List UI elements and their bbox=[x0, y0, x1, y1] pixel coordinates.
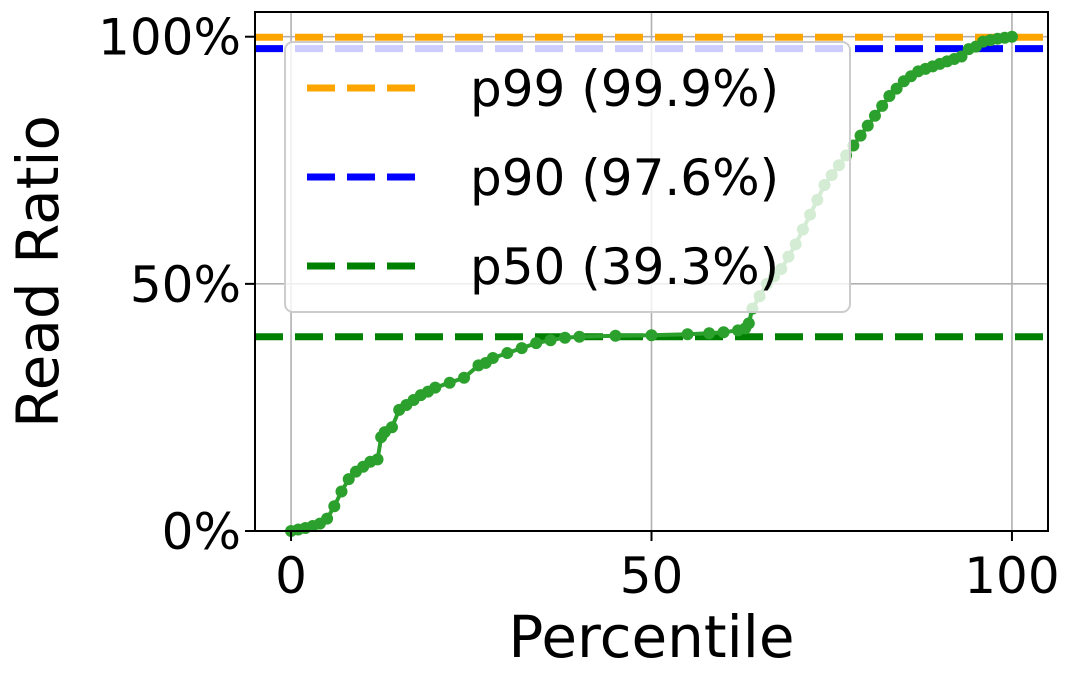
data-point bbox=[703, 327, 716, 340]
x-tick-label: 100 bbox=[964, 547, 1059, 605]
data-point bbox=[558, 331, 571, 344]
data-point bbox=[854, 129, 867, 142]
y-tick-label: 0% bbox=[162, 503, 241, 561]
y-tick-label: 100% bbox=[98, 9, 241, 67]
data-point bbox=[876, 99, 889, 112]
data-point bbox=[335, 485, 348, 498]
data-point bbox=[328, 500, 341, 513]
data-point bbox=[385, 421, 398, 434]
data-point bbox=[868, 109, 881, 122]
y-tick-label: 50% bbox=[130, 256, 241, 314]
data-point bbox=[883, 90, 896, 103]
legend-box bbox=[284, 41, 851, 313]
data-point bbox=[645, 329, 658, 342]
legend: p99 (99.9%) p90 (97.6%) p50 (39.3%) bbox=[284, 41, 851, 313]
data-point bbox=[501, 347, 514, 360]
legend-label: p90 (97.6%) bbox=[470, 149, 779, 207]
data-point bbox=[717, 326, 730, 339]
x-axis-title: Percentile bbox=[508, 603, 794, 671]
data-point bbox=[544, 334, 557, 347]
data-point bbox=[609, 329, 622, 342]
data-point bbox=[321, 512, 334, 525]
data-point bbox=[458, 371, 471, 384]
data-point bbox=[371, 453, 384, 466]
data-point bbox=[1005, 30, 1018, 43]
data-point bbox=[861, 119, 874, 132]
ticks: 0 50 100 0% 50% 100% bbox=[98, 9, 1060, 605]
series-layer bbox=[285, 30, 1018, 537]
data-point bbox=[742, 317, 755, 330]
legend-label: p99 (99.9%) bbox=[470, 60, 779, 118]
data-point bbox=[342, 473, 355, 486]
data-point bbox=[429, 381, 442, 394]
data-point bbox=[681, 328, 694, 341]
data-point bbox=[955, 50, 968, 63]
data-point bbox=[890, 82, 903, 95]
x-tick-label: 50 bbox=[620, 547, 684, 605]
data-point bbox=[443, 376, 456, 389]
data-point bbox=[486, 352, 499, 364]
data-point bbox=[530, 337, 543, 350]
data-point bbox=[573, 330, 586, 343]
x-tick-label: 0 bbox=[275, 547, 307, 605]
legend-label: p50 (39.3%) bbox=[470, 238, 779, 296]
data-point bbox=[515, 342, 528, 355]
y-axis-title: Read Ratio bbox=[4, 115, 72, 428]
